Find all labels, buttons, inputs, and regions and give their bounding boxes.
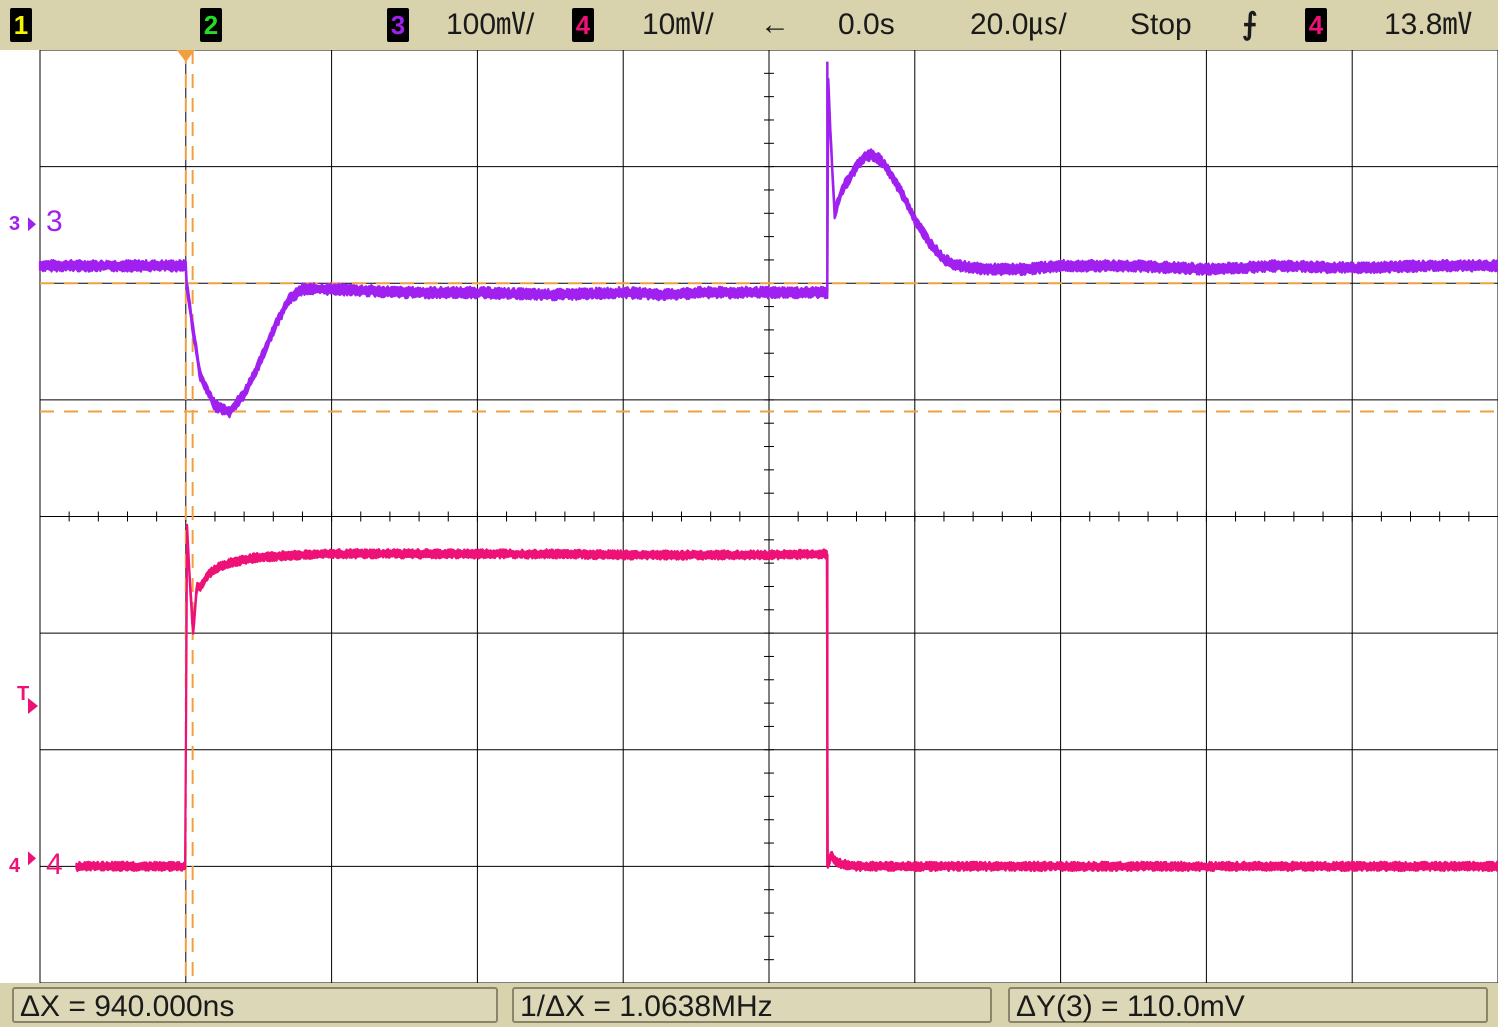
channel-4-scale: 10㎷/ (642, 8, 714, 41)
channel-3-label: 3 (46, 205, 63, 238)
left-arrow-icon: ← (760, 8, 790, 41)
channel-3-scale: 100㎷/ (446, 8, 535, 41)
inverse-delta-x-readout: 1/ΔX = 1.0638MHz (512, 987, 992, 1023)
rising-edge-icon: ⨍ (1242, 8, 1258, 41)
trigger-level: 13.8㎷ (1384, 8, 1473, 41)
channel-3-ground-marker[interactable]: 3 (9, 213, 21, 235)
channel-1-badge[interactable]: 1 (10, 8, 32, 42)
trigger-source-badge[interactable]: 4 (1305, 8, 1327, 42)
delta-x-readout: ΔX = 940.000ns (12, 987, 498, 1023)
delay-value: 0.0s (838, 8, 895, 41)
trigger-position-marker[interactable] (176, 50, 195, 62)
delta-y-readout: ΔY(3) = 110.0mV (1008, 987, 1488, 1023)
timebase-value: 20.0㎲/ (970, 8, 1067, 41)
channel-3-trace (38, 77, 1498, 419)
trigger-level-marker[interactable]: T (17, 683, 30, 705)
status-bar: 1 2 3 100㎷/ 4 10㎷/ ← 0.0s 20.0㎲/ Stop ⨍ … (0, 0, 1498, 50)
channel-4-ground-marker[interactable]: 4 (9, 855, 21, 877)
channel-4-arrow-icon (28, 851, 36, 866)
channel-3-arrow-icon (28, 217, 36, 232)
channel-4-label: 4 (46, 848, 63, 881)
measurement-bar: ΔX = 940.000ns 1/ΔX = 1.0638MHz ΔY(3) = … (0, 983, 1498, 1027)
graticule (39, 50, 1498, 983)
trigger-arrow-icon (28, 698, 38, 714)
ground-markers (28, 217, 38, 866)
channel-2-badge[interactable]: 2 (200, 8, 222, 42)
oscilloscope-display (28, 50, 1498, 983)
channel-4-badge[interactable]: 4 (572, 8, 594, 42)
run-state[interactable]: Stop (1130, 8, 1192, 41)
waveform-traces (38, 61, 1498, 873)
channel-3-badge[interactable]: 3 (387, 8, 409, 42)
channel-4-trace (75, 523, 1498, 873)
